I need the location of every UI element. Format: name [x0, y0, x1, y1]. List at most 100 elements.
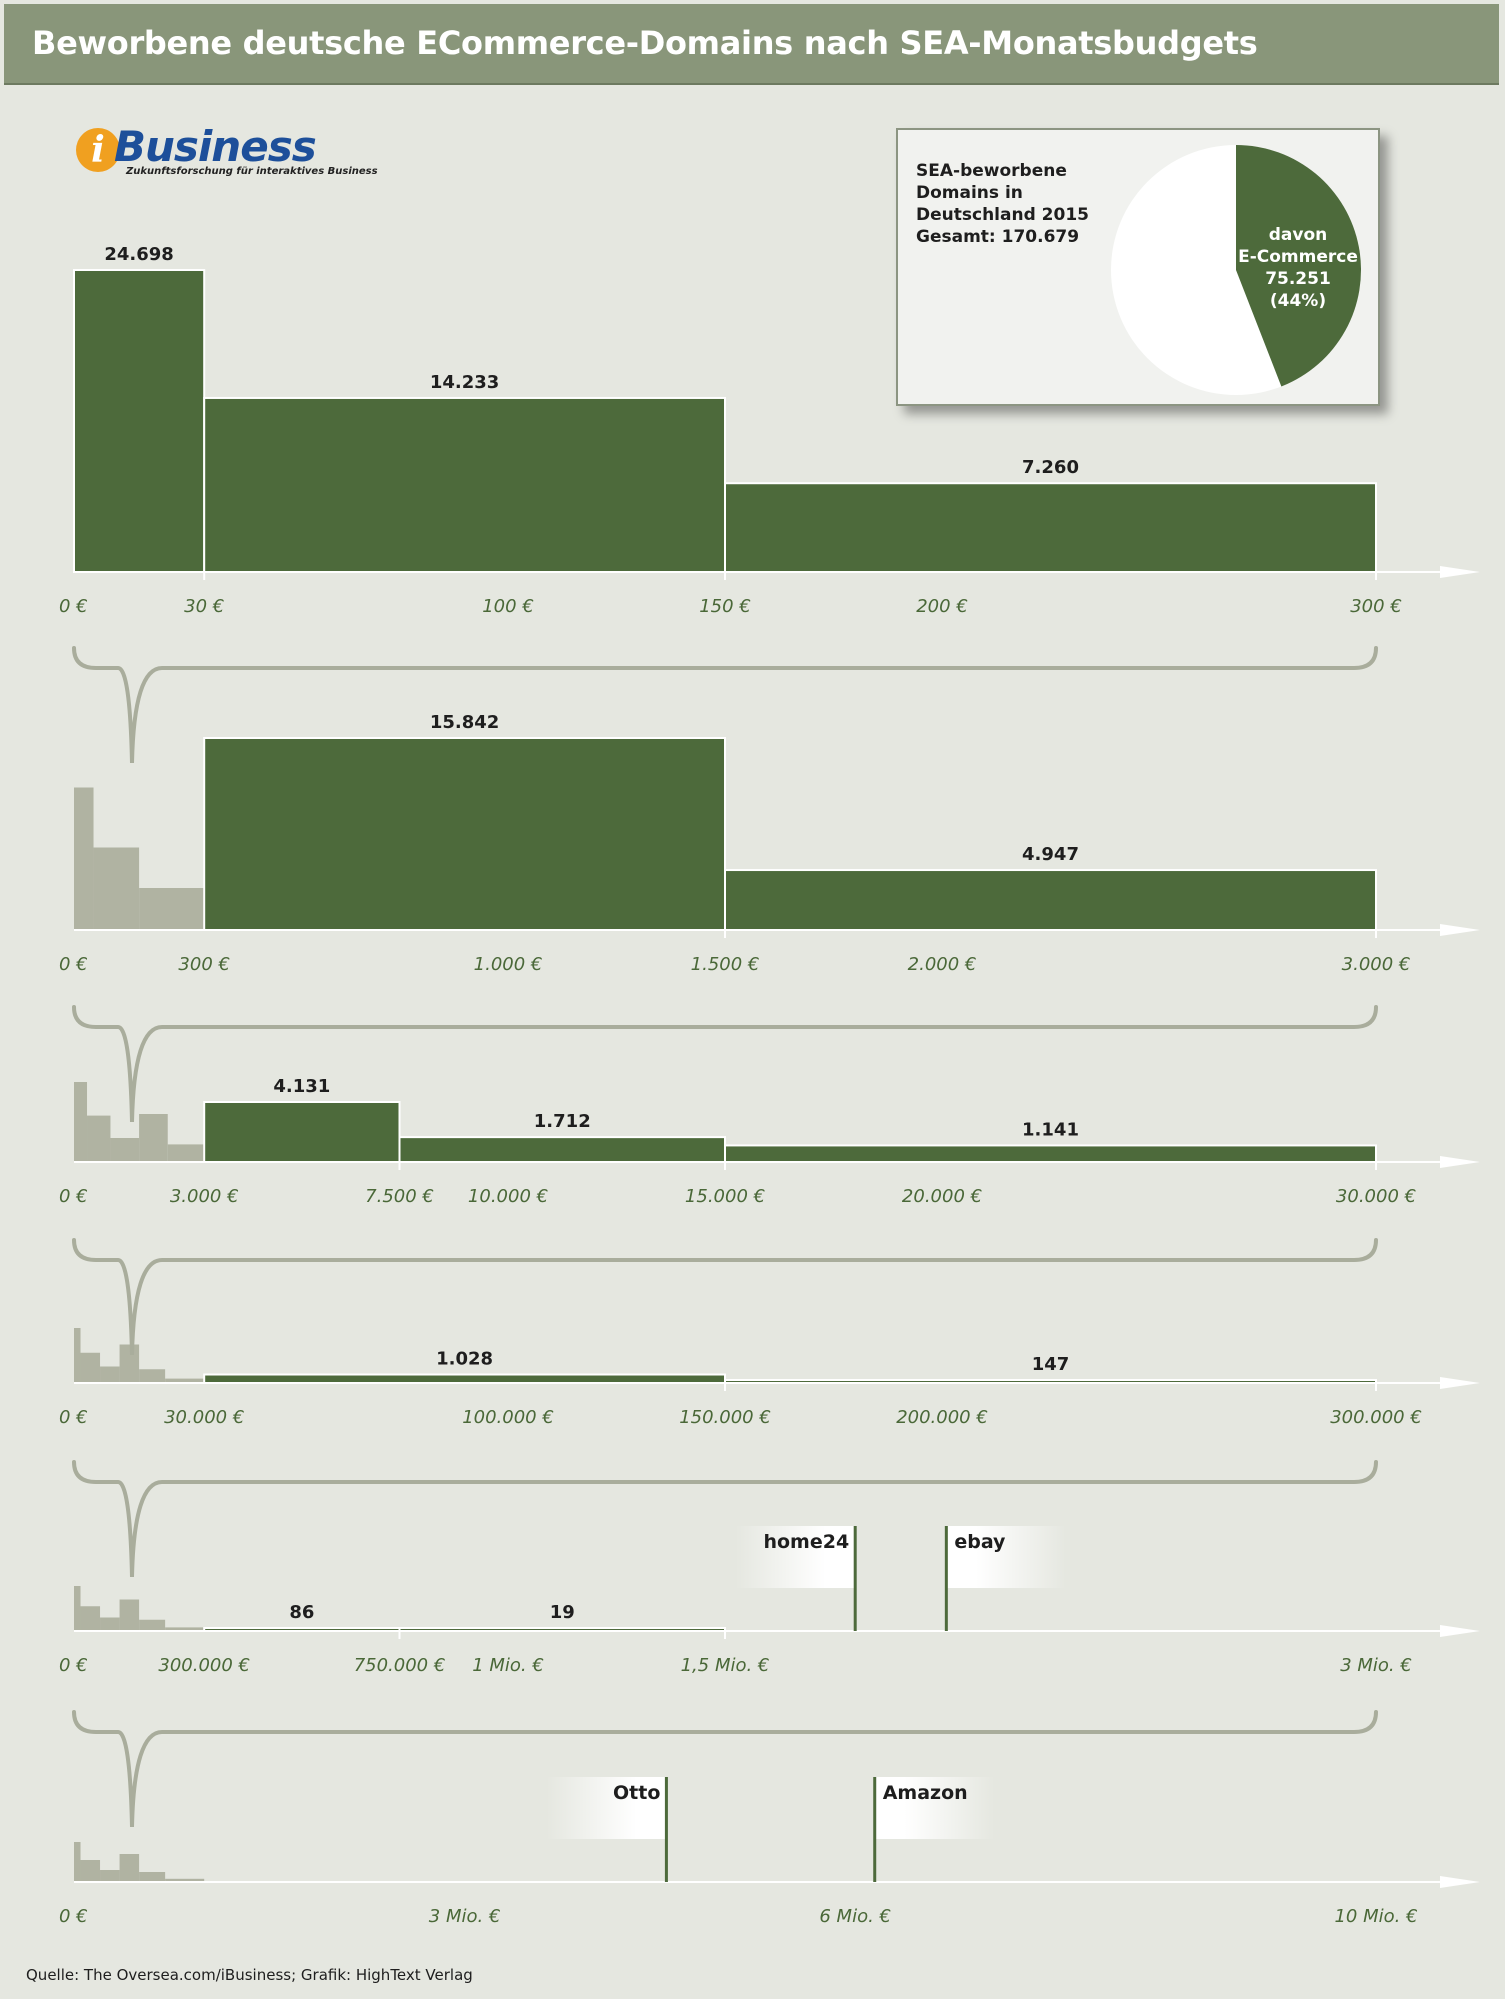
marker-flag — [735, 1526, 856, 1588]
ghost-bar — [139, 1114, 168, 1162]
x-tick-label: 300.000 € — [158, 1655, 250, 1676]
bar — [203, 396, 726, 573]
pie-text-line: Deutschland 2015 — [916, 205, 1089, 225]
page-title: Beworbene deutsche ECommerce-Domains nac… — [32, 24, 1258, 62]
bar-value-label: 7.260 — [1022, 457, 1079, 478]
ghost-bar — [110, 1138, 140, 1162]
x-tick-label: 3 Mio. € — [1340, 1655, 1412, 1676]
x-tick-label: 200 € — [916, 596, 968, 617]
bar — [203, 737, 726, 931]
zoom-brace — [72, 1238, 1378, 1356]
ghost-bar — [80, 1352, 101, 1383]
x-tick-label: 150 € — [699, 596, 751, 617]
ghost-bar — [74, 787, 94, 930]
axis-arrow-icon — [1440, 1156, 1480, 1168]
marker-label: ebay — [954, 1531, 1006, 1553]
zoom-brace — [72, 1710, 1378, 1828]
histogram-panel-6: 0 € 3 Mio. € 6 Mio. € 10 Mio. € Otto Amazon — [59, 1777, 1480, 1927]
x-tick-label: 10.000 € — [468, 1186, 548, 1207]
bar — [724, 869, 1377, 932]
ghost-bar — [74, 1586, 81, 1631]
x-tick-label: 0 € — [59, 1906, 88, 1927]
marker-label: Otto — [613, 1782, 660, 1804]
ghost-bar — [74, 1082, 88, 1162]
x-tick-label: 30.000 € — [1336, 1186, 1416, 1207]
logo-i-icon: i — [76, 128, 120, 172]
axis-arrow-icon — [1440, 1625, 1480, 1637]
bar-value-label: 4.131 — [273, 1076, 330, 1097]
ghost-bar — [139, 1619, 166, 1631]
x-tick-label: 1.500 € — [691, 954, 760, 975]
x-tick-label: 200.000 € — [896, 1407, 988, 1428]
bar-value-label: 14.233 — [430, 372, 499, 393]
bar-value-label: 1.712 — [534, 1111, 591, 1132]
x-tick-label: 150.000 € — [679, 1407, 771, 1428]
marker-flag — [874, 1777, 995, 1839]
marker-label: home24 — [763, 1531, 849, 1553]
ghost-bar — [93, 847, 140, 930]
axis-arrow-icon — [1440, 1876, 1480, 1888]
marker-flag — [946, 1526, 1067, 1588]
zoom-brace — [72, 1005, 1378, 1123]
x-tick-label: 30.000 € — [164, 1407, 244, 1428]
x-tick-label: 1,5 Mio. € — [681, 1655, 770, 1676]
pie-text: SEA-beworbene Domains in Deutschland 201… — [916, 160, 1126, 248]
bar-value-label: 147 — [1032, 1354, 1070, 1375]
bar-value-label: 19 — [550, 1602, 575, 1623]
x-tick-label: 20.000 € — [902, 1186, 982, 1207]
x-tick-label: 300.000 € — [1330, 1407, 1422, 1428]
x-tick-label: 1 Mio. € — [472, 1655, 544, 1676]
x-tick-label: 6 Mio. € — [819, 1906, 891, 1927]
pie-text-line: SEA-beworbene — [916, 161, 1067, 181]
bar-value-label: 15.842 — [430, 712, 499, 733]
x-tick-label: 1.000 € — [474, 954, 543, 975]
ghost-bar — [100, 1870, 120, 1882]
bar-value-label: 24.698 — [104, 244, 173, 265]
pie-text-line: Gesamt: 170.679 — [916, 227, 1080, 247]
x-tick-label: 30 € — [184, 596, 224, 617]
x-tick-label: 0 € — [59, 1186, 88, 1207]
bar-value-label: 1.028 — [436, 1349, 493, 1370]
x-tick-label: 750.000 € — [354, 1655, 446, 1676]
ghost-bar — [119, 1344, 140, 1383]
x-tick-label: 3.000 € — [170, 1186, 239, 1207]
x-tick-label: 100.000 € — [462, 1407, 554, 1428]
axis-arrow-icon — [1440, 924, 1480, 936]
ghost-bar — [119, 1854, 140, 1882]
bar — [398, 1136, 726, 1164]
pie-label: (44%) — [1270, 291, 1326, 311]
bar — [203, 1373, 726, 1385]
ghost-bar — [119, 1599, 140, 1631]
x-tick-label: 0 € — [59, 1655, 88, 1676]
bar — [73, 269, 206, 573]
axis-arrow-icon — [1440, 566, 1480, 578]
histogram-panel-1: 24.698 14.233 7.260 0 € 30 € 100 € 150 € 200 € 3… — [59, 244, 1480, 617]
ghost-bar — [87, 1115, 111, 1162]
pie-label: 75.251 — [1265, 269, 1331, 289]
ghost-bar — [74, 1328, 81, 1383]
ghost-bar — [100, 1366, 120, 1383]
x-tick-label: 15.000 € — [685, 1186, 765, 1207]
ghost-bar — [167, 1144, 205, 1162]
bar-value-label: 4.947 — [1022, 844, 1079, 865]
ghost-bar — [100, 1617, 120, 1631]
ghost-bar — [80, 1860, 101, 1882]
pie-text-line: Domains in — [916, 183, 1023, 203]
ghost-bar — [139, 1872, 166, 1882]
x-tick-label: 100 € — [482, 596, 534, 617]
axis-arrow-icon — [1440, 1377, 1480, 1389]
x-tick-label: 0 € — [59, 596, 88, 617]
ghost-bar — [80, 1606, 101, 1631]
x-tick-label: 0 € — [59, 1407, 88, 1428]
pie-slice-ecommerce — [1236, 145, 1361, 387]
bar — [203, 1101, 401, 1163]
bar-value-label: 1.141 — [1022, 1119, 1079, 1140]
ghost-bar — [165, 1378, 205, 1383]
title-bar: Beworbene deutsche ECommerce-Domains nac… — [4, 4, 1499, 85]
x-tick-label: 7.500 € — [365, 1186, 434, 1207]
ghost-bar — [74, 1842, 81, 1882]
bar — [724, 482, 1377, 573]
x-tick-label: 300 € — [178, 954, 230, 975]
